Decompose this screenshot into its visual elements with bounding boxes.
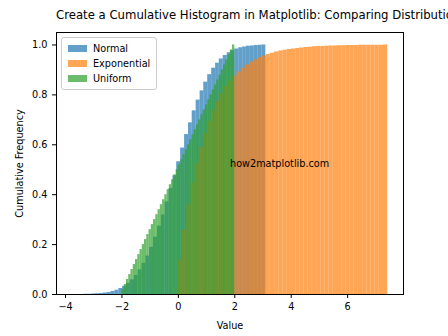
svg-text:0.0: 0.0 [32,289,47,300]
svg-text:1.0: 1.0 [32,39,47,50]
html-text:Uniform: Uniform [93,73,132,84]
html-text:Normal: Normal [93,43,129,54]
svg-text:0.6: 0.6 [32,139,47,150]
html-text:Exponential: Exponential [93,58,151,69]
svg-text:2: 2 [232,301,238,312]
svg-text:4: 4 [288,301,294,312]
svg-text:0.4: 0.4 [32,189,47,200]
svg-text:−2: −2 [115,301,129,312]
svg-text:Cumulative Frequency: Cumulative Frequency [14,109,25,218]
svg-text:how2matplotlib.com: how2matplotlib.com [230,158,329,169]
svg-text:0.2: 0.2 [32,239,47,250]
svg-text:0: 0 [175,301,181,312]
svg-text:Value: Value [217,320,244,331]
svg-text:0.8: 0.8 [32,89,47,100]
svg-text:−4: −4 [58,301,72,312]
svg-text:6: 6 [345,301,351,312]
